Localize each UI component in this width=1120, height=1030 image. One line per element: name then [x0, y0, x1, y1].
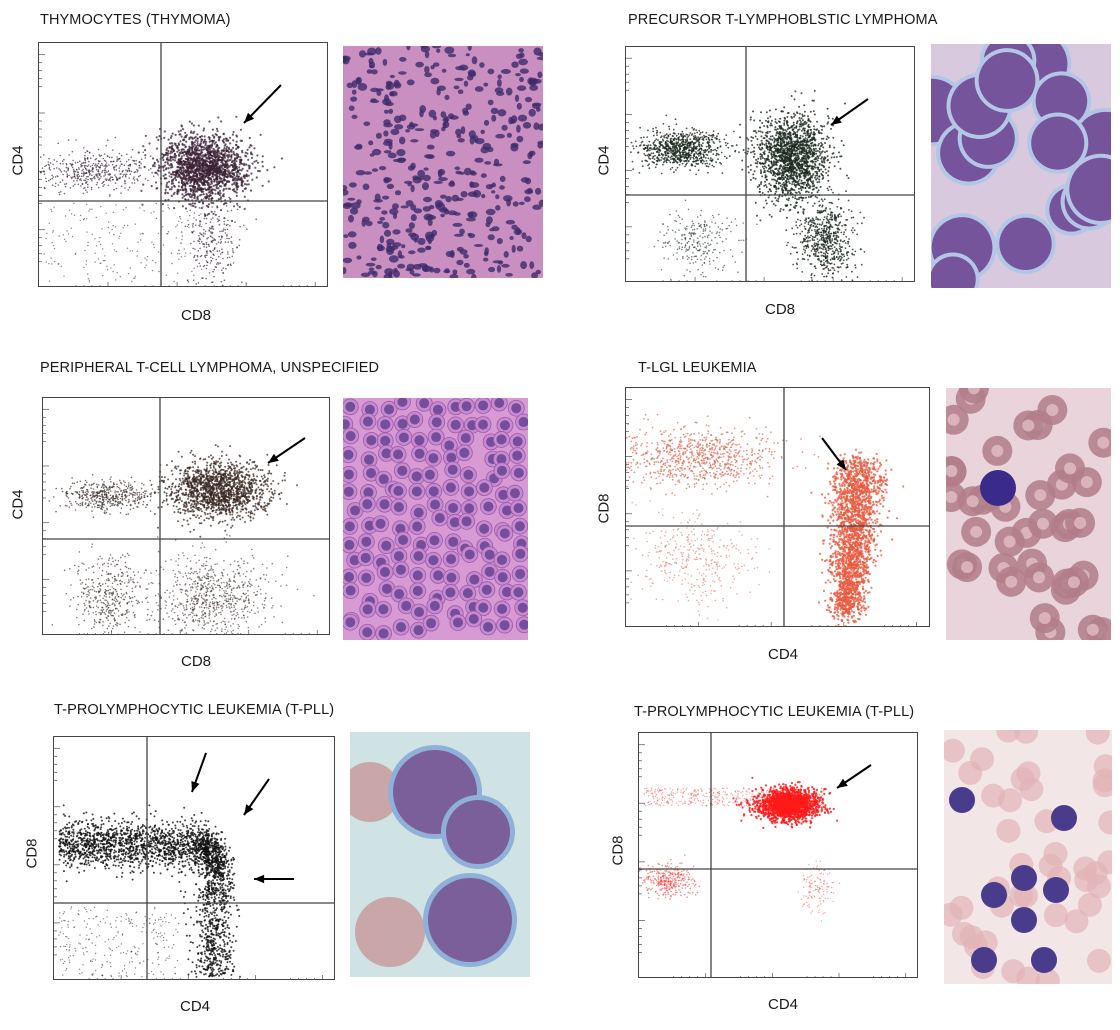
scatter-tpll-2	[639, 733, 917, 977]
axis-ticks-p1	[39, 54, 316, 286]
arrow-p1	[243, 84, 282, 124]
prolymphocytes	[350, 745, 517, 967]
y-axis-label-tpll-2: CD8	[609, 835, 627, 866]
arrow-p2	[830, 98, 869, 126]
cluster-cd8-band-p5	[58, 804, 241, 978]
micrograph-background	[343, 46, 543, 278]
tumor-cells	[343, 398, 528, 640]
flow-plot-ptcl	[42, 397, 330, 635]
arrow-1-p5	[191, 752, 207, 793]
cluster-cd8-single-p4	[626, 413, 855, 498]
scatter-ptcl	[43, 398, 329, 634]
axis-ticks-p5	[54, 748, 323, 979]
tissue-nuclei	[343, 46, 543, 278]
x-axis-label-tpll-2: CD4	[767, 996, 798, 1013]
blast-cells	[931, 44, 1111, 288]
micrograph-lgl	[946, 388, 1111, 640]
cluster-double-negative-p2	[653, 199, 758, 281]
panel-title-tpll-1: T-PROLYMPHOCYTIC LEUKEMIA (T-PLL)	[54, 702, 335, 718]
micrograph-tpll-1	[350, 732, 530, 977]
cluster-cd8-single-p2	[785, 187, 866, 281]
panel-title-ptcl: PERIPHERAL T-CELL LYMPHOMA, UNSPECIFIED	[40, 360, 380, 376]
cluster-double-negative-p6	[639, 854, 701, 900]
panel-title-thymocytes: THYMOCYTES (THYMOMA)	[40, 12, 231, 28]
x-axis-label-ptcl: CD8	[180, 653, 211, 670]
scatter-tlgl	[626, 388, 929, 626]
flow-plot-tlgl	[625, 387, 930, 627]
x-axis-label-thymocytes: CD8	[180, 307, 211, 324]
cluster-double-negative-p1	[43, 202, 205, 283]
cluster-double-negative-p5	[58, 906, 180, 978]
cluster-cd8-single-p1	[178, 182, 257, 286]
scatter-thymocytes	[39, 43, 327, 286]
cluster-double-positive-p6	[732, 776, 839, 829]
panel-title-tpll-2: T-PROLYMPHOCYTIC LEUKEMIA (T-PLL)	[634, 704, 915, 720]
panel-title-precursor-t: PRECURSOR T-LYMPHOBLSTIC LYMPHOMA	[628, 12, 938, 28]
cluster-double-positive-p4	[810, 448, 905, 626]
axis-ticks-p2	[626, 57, 903, 281]
y-axis-label-thymocytes: CD4	[9, 145, 27, 176]
y-axis-label-tpll-1: CD8	[23, 838, 41, 869]
axis-ticks-p6	[639, 744, 907, 977]
cluster-cd4-single-p1	[39, 136, 180, 197]
cluster-cd8-single-p3	[115, 534, 315, 634]
lymphocyte	[980, 470, 1016, 506]
axis-ticks-p3	[43, 408, 318, 634]
flow-plot-thymocytes	[38, 42, 328, 287]
arrow-p6	[836, 764, 872, 789]
x-axis-label-tlgl: CD4	[767, 646, 798, 663]
axis-ticks-p4	[626, 399, 917, 626]
cluster-double-positive-p1	[137, 115, 283, 223]
y-axis-label-ptcl: CD4	[9, 489, 27, 520]
flow-plot-tpll-1	[53, 736, 335, 980]
arrow-p3	[267, 437, 306, 464]
arrow-p4	[821, 437, 847, 471]
micrograph-thymoma	[343, 46, 543, 278]
cluster-cd4-single-p6	[797, 860, 841, 922]
cluster-cd4-single-p3	[48, 474, 175, 518]
scatter-precursor-t	[626, 47, 914, 281]
arrow-2-p5	[243, 778, 270, 816]
micrograph-ptcl	[343, 398, 528, 640]
y-axis-label-precursor-t: CD4	[595, 145, 613, 176]
red-cells	[946, 388, 1111, 640]
scatter-tpll-1	[54, 737, 334, 979]
micrograph-lymphoblastic	[931, 44, 1111, 288]
y-axis-label-tlgl: CD8	[595, 493, 613, 524]
cluster-double-negative-p4	[630, 494, 771, 621]
flow-plot-tpll-2	[638, 732, 918, 978]
cluster-double-positive-p3	[146, 444, 298, 538]
lymphocytes	[949, 787, 1077, 973]
x-axis-label-precursor-t: CD8	[764, 301, 795, 318]
micrograph-tpll-2	[944, 730, 1112, 984]
cluster-double-positive-p2	[735, 89, 850, 226]
panel-title-tlgl: T-LGL LEUKEMIA	[638, 360, 757, 376]
flow-plot-precursor-t	[625, 46, 915, 282]
x-axis-label-tpll-1: CD4	[179, 998, 210, 1015]
cluster-double-negative-p3	[51, 543, 168, 634]
arrow-3-p5	[254, 874, 294, 884]
cluster-cd4-single-p2	[630, 114, 747, 176]
